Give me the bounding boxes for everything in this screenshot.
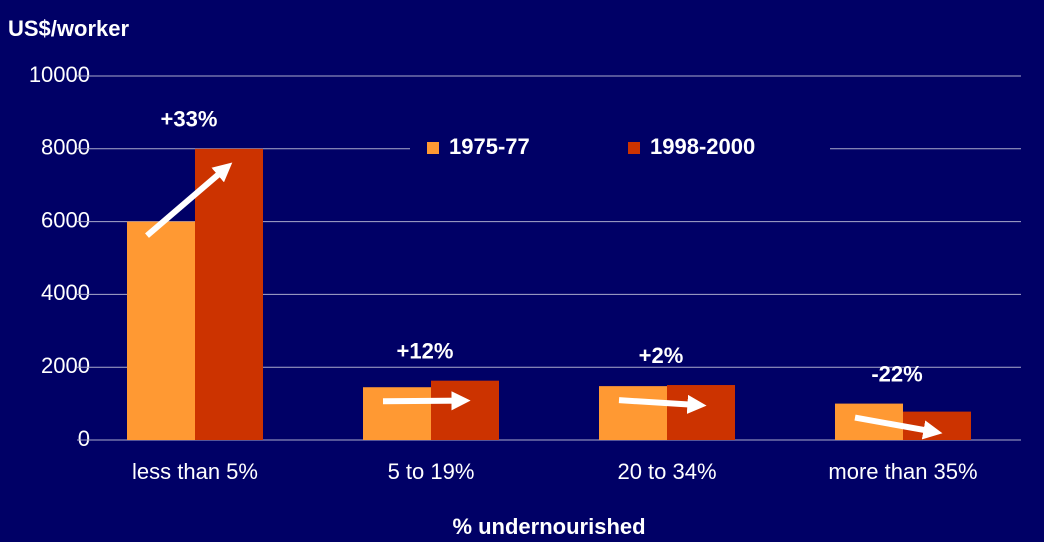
change-arrow <box>382 391 471 411</box>
bar <box>431 380 499 440</box>
bar <box>667 385 735 440</box>
annotation: +12% <box>397 338 454 363</box>
bar <box>363 387 431 440</box>
bar <box>599 386 667 440</box>
change-arrow <box>618 394 707 415</box>
legend-swatch <box>427 142 439 154</box>
y-tick-label: 2000 <box>41 353 90 378</box>
x-tick-label: less than 5% <box>132 459 258 484</box>
legend-background <box>410 128 830 170</box>
bar <box>195 148 263 441</box>
legend-label: 1975-77 <box>449 134 530 159</box>
annotation: -22% <box>871 361 922 386</box>
annotation: +33% <box>161 107 218 132</box>
x-axis-label: % undernourished <box>452 514 645 539</box>
bar <box>127 221 195 440</box>
y-tick-label: 0 <box>78 426 90 451</box>
y-axis-label: US$/worker <box>8 16 129 41</box>
legend-label: 1998-2000 <box>650 134 755 159</box>
legend-swatch <box>628 142 640 154</box>
change-arrow <box>145 162 233 238</box>
x-tick-label: more than 35% <box>828 459 977 484</box>
annotation: +2% <box>639 343 684 368</box>
y-tick-label: 10000 <box>29 62 90 87</box>
y-tick-label: 4000 <box>41 280 90 305</box>
change-arrow <box>854 414 943 440</box>
y-tick-label: 6000 <box>41 207 90 232</box>
y-tick-label: 8000 <box>41 135 90 160</box>
x-tick-label: 5 to 19% <box>388 459 475 484</box>
x-tick-label: 20 to 34% <box>617 459 716 484</box>
